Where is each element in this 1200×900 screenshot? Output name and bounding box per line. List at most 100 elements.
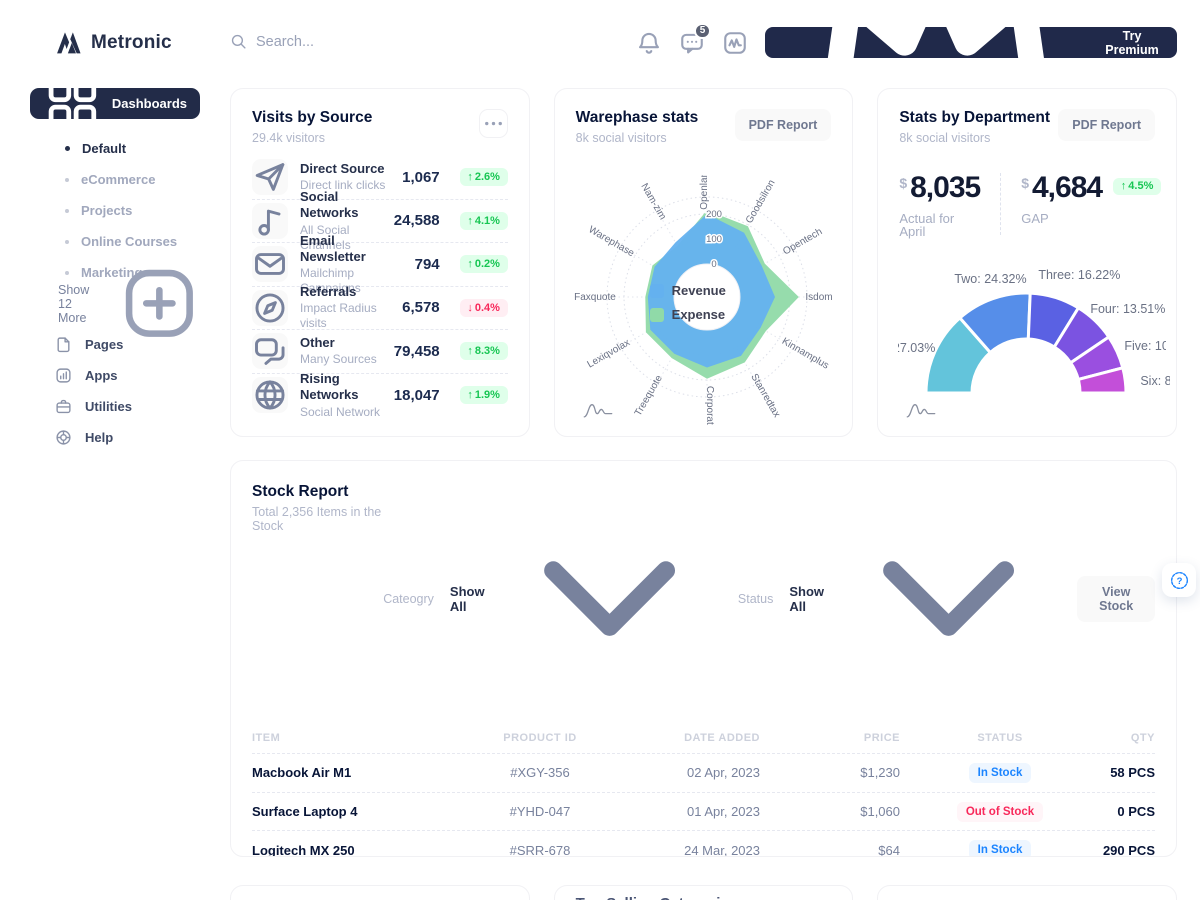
source-title: Email Newsletter (300, 232, 366, 264)
sidebar-item-projects[interactable]: Projects (30, 195, 200, 226)
help-floating-button[interactable]: ? (1162, 563, 1196, 597)
cell-price: $64 (878, 842, 900, 857)
sidebar-item-ecommerce[interactable]: eCommerce (30, 164, 200, 195)
radar-chart-area: 0 100 200 Openlane Goodsilron Opentech Isdom Ki… (555, 175, 853, 436)
warephase-stats-card: Warephase stats 8k social visitors PDF R… (553, 88, 854, 437)
card-subtitle: Total 2,356 Items in the Stock (252, 505, 382, 533)
status-filter-select[interactable]: Show All (789, 486, 1061, 711)
arrow-up-icon: ↑ (467, 258, 473, 271)
arrow-up-icon: ↑ (1120, 180, 1127, 192)
stats-by-department-card: Stats by Department 8k social visitors P… (877, 88, 1177, 437)
activity-button[interactable] (722, 30, 748, 56)
source-title: Direct Source (300, 161, 385, 177)
status-badge: In Stock (968, 840, 1032, 856)
file-icon (55, 336, 72, 353)
search-input[interactable] (256, 33, 416, 50)
status-badge: In Stock (968, 762, 1032, 783)
sidebar-item-apps[interactable]: Apps (30, 360, 200, 391)
card-subtitle: 29.4k visitors (252, 131, 325, 145)
send-icon (252, 159, 288, 196)
messages-button[interactable]: 5 (679, 22, 712, 56)
visits-card-heading: Visits by Source 29.4k visitors (252, 109, 372, 145)
department-metrics: $ 8,035 Actual for April $ 4,684 ↑ 4.5% G… (899, 173, 1162, 239)
source-title: Social Networks (300, 189, 359, 221)
visits-by-source-card: Visits by Source 29.4k visitors Direct S… (230, 88, 530, 437)
radar-category-label: Stanredtax (748, 372, 782, 419)
card-subtitle: 8k social visitors (899, 131, 991, 145)
delta-badge: ↑ 0.2% (459, 255, 508, 274)
sidebar-item-online-courses[interactable]: Online Courses (30, 226, 200, 257)
sidebar-item-utilities[interactable]: Utilities (30, 391, 200, 422)
cell-price: $1,060 (860, 804, 900, 820)
plus-square-icon (89, 263, 200, 344)
try-premium-button[interactable]: Try Premium (765, 0, 1177, 162)
radar-category-label: Faxquote (574, 292, 616, 303)
cell-qty: 290 PCS (1102, 842, 1155, 857)
sidebar-item-label: Marketing (81, 265, 143, 280)
source-title: Rising Networks (300, 371, 359, 403)
visit-source-list: Direct Source Direct link clicks 1,067 ↑ 2.6… (231, 153, 529, 419)
metric-label: Actual for April (899, 211, 955, 239)
table-row: Macbook Air M1 #XGY-356 02 Apr, 2023 $1,230… (252, 753, 1155, 792)
brand-logo[interactable]: Metronic (55, 29, 172, 56)
show-more-button[interactable]: Show 12 More (30, 269, 200, 338)
cell-price: $1,230 (860, 765, 900, 781)
table-row: Logitech MX 250 #SRR-678 24 Mar, 2023 $64 In… (252, 830, 1155, 857)
cell-status: In Stock (900, 762, 1100, 783)
view-stock-button[interactable]: View Stock (1077, 575, 1155, 622)
radar-category-label: Corporation (704, 386, 715, 425)
global-search[interactable] (230, 33, 416, 50)
legend-label: Expense (671, 307, 726, 322)
arrow-up-icon: ↑ (467, 389, 473, 402)
pdf-report-button[interactable]: PDF Report (734, 109, 832, 141)
status-filter-value: Show All (789, 583, 825, 614)
source-title: Referrals (300, 284, 357, 300)
category-filter-select[interactable]: Show All (450, 486, 722, 711)
radar-category-label: Treequote (632, 373, 664, 418)
sidebar-item-label: Apps (85, 368, 118, 383)
sidebar-item-pages[interactable]: Pages (30, 329, 200, 360)
brand-name: Metronic (91, 31, 172, 53)
column-header-item: ITEM (252, 732, 281, 745)
radar-category-label: Openlane (699, 175, 710, 210)
sidebar-item-help[interactable]: Help (30, 422, 200, 453)
stock-filters: Cateogry Show All Status Show All View S… (383, 486, 1155, 711)
bullet-dot (65, 270, 69, 275)
chart-square-icon (55, 367, 72, 384)
radar-category-label: Kinnamplus (780, 336, 831, 372)
cell-date-added: 02 Apr, 2023 (686, 765, 760, 781)
notifications-button[interactable] (636, 30, 662, 56)
gauge-chart-area: One: 27.03% Two: 24.32% Three: 16.22% Four:… (878, 219, 1176, 436)
delta-badge: ↑ 4.1% (459, 211, 508, 230)
metric-gap: $ 4,684 ↑ 4.5% GAP (1021, 173, 1162, 225)
seal-question-icon: ? (1170, 571, 1188, 589)
stock-card-heading: Stock Report Total 2,356 Items in the St… (252, 483, 383, 533)
card-menu-button[interactable] (478, 109, 508, 138)
bottom-cards-row: Top Selling Categories (230, 885, 1177, 900)
pdf-report-button[interactable]: PDF Report (1058, 109, 1155, 141)
visit-source-text: Direct Source Direct link clicks (300, 161, 385, 193)
bottom-card-right (877, 885, 1177, 900)
source-subtitle: Social Network (300, 404, 381, 419)
category-filter-value: Show All (449, 583, 485, 614)
sidebar-item-default[interactable]: Default (30, 133, 200, 164)
bullet-dot (65, 146, 70, 151)
metric-divider (1000, 173, 1002, 235)
radar-category-label: Nam-zim (638, 182, 668, 222)
cell-item: Macbook Air M1 (252, 765, 352, 781)
metronic-logo-icon (57, 32, 81, 54)
briefcase-icon (55, 398, 72, 415)
visit-source-row: Referrals Impact Radius visits 6,578 ↓ 0.4% (252, 284, 508, 330)
visit-source-row: Rising Networks Social Network 18,047 ↑ 1.9% (252, 371, 508, 419)
sidebar-item-dashboards[interactable]: Dashboards (30, 79, 200, 128)
equalizer-icon (722, 30, 748, 56)
gauge-label-three: Three: 16.22% (1038, 268, 1121, 282)
category-filter-label: Cateogry (383, 591, 434, 606)
source-value: 79,458 (393, 342, 440, 360)
chat-icon (679, 30, 705, 56)
column-header-price: PRICE (863, 732, 900, 745)
bullet-dot (65, 177, 69, 182)
gauge-label-six: Six: 8.11% (1140, 374, 1170, 388)
stock-report-card: Stock Report Total 2,356 Items in the St… (230, 460, 1177, 857)
sidebar-item-marketing[interactable]: Marketing (30, 257, 200, 288)
